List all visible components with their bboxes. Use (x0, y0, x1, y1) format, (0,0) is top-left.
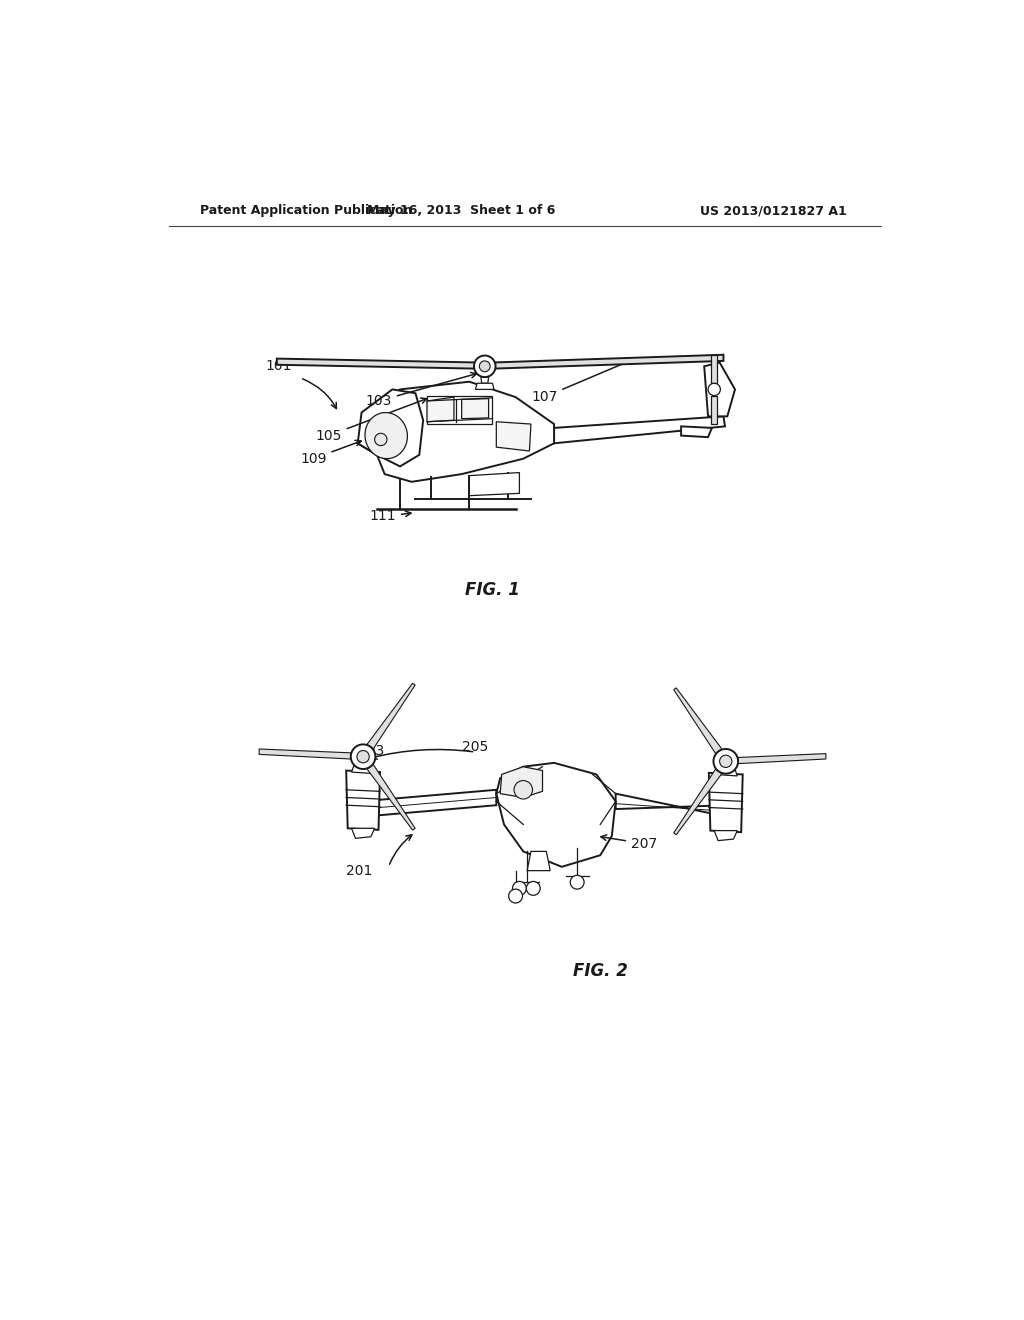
Polygon shape (462, 399, 488, 418)
Text: 203: 203 (357, 744, 384, 758)
Polygon shape (367, 764, 415, 830)
Polygon shape (527, 851, 550, 871)
Polygon shape (705, 363, 735, 416)
Polygon shape (351, 829, 375, 838)
Circle shape (357, 751, 370, 763)
Polygon shape (709, 774, 742, 832)
Polygon shape (469, 473, 519, 496)
Polygon shape (475, 383, 494, 389)
Circle shape (714, 748, 738, 774)
Circle shape (375, 433, 387, 446)
Text: 101: 101 (265, 359, 292, 374)
Text: 107: 107 (531, 359, 635, 404)
Polygon shape (494, 355, 724, 368)
Polygon shape (351, 762, 375, 774)
Polygon shape (615, 793, 727, 817)
Polygon shape (711, 355, 717, 383)
Polygon shape (497, 422, 531, 451)
Text: 205: 205 (462, 741, 487, 755)
Polygon shape (367, 684, 415, 748)
Polygon shape (276, 359, 475, 368)
Polygon shape (357, 381, 554, 482)
Circle shape (474, 355, 496, 378)
Text: 111: 111 (370, 510, 411, 524)
Text: FIG. 2: FIG. 2 (572, 962, 628, 979)
Text: 201: 201 (346, 863, 373, 878)
Polygon shape (357, 389, 423, 466)
Text: 207: 207 (601, 834, 657, 850)
Circle shape (526, 882, 541, 895)
Circle shape (720, 755, 732, 767)
Polygon shape (681, 426, 712, 437)
Polygon shape (481, 378, 488, 383)
Polygon shape (674, 688, 722, 754)
Circle shape (570, 875, 584, 890)
Polygon shape (711, 396, 717, 424)
Polygon shape (500, 767, 543, 797)
Circle shape (351, 744, 376, 770)
Polygon shape (259, 748, 351, 759)
Circle shape (708, 383, 720, 396)
Ellipse shape (365, 413, 408, 458)
Polygon shape (714, 830, 737, 841)
Polygon shape (714, 763, 737, 776)
Polygon shape (346, 771, 380, 830)
Text: 105: 105 (315, 399, 427, 442)
Polygon shape (497, 763, 615, 867)
Polygon shape (361, 789, 497, 817)
Polygon shape (674, 770, 722, 834)
Circle shape (509, 890, 522, 903)
Text: US 2013/0121827 A1: US 2013/0121827 A1 (700, 205, 847, 218)
Polygon shape (554, 416, 725, 444)
Text: 109: 109 (300, 441, 361, 466)
Text: May 16, 2013  Sheet 1 of 6: May 16, 2013 Sheet 1 of 6 (368, 205, 556, 218)
Text: Patent Application Publication: Patent Application Publication (200, 205, 413, 218)
Circle shape (514, 780, 532, 799)
Circle shape (512, 882, 526, 895)
Text: 103: 103 (366, 372, 476, 408)
Polygon shape (738, 754, 826, 763)
Circle shape (479, 360, 490, 372)
Polygon shape (427, 397, 454, 422)
Text: FIG. 1: FIG. 1 (465, 581, 520, 598)
